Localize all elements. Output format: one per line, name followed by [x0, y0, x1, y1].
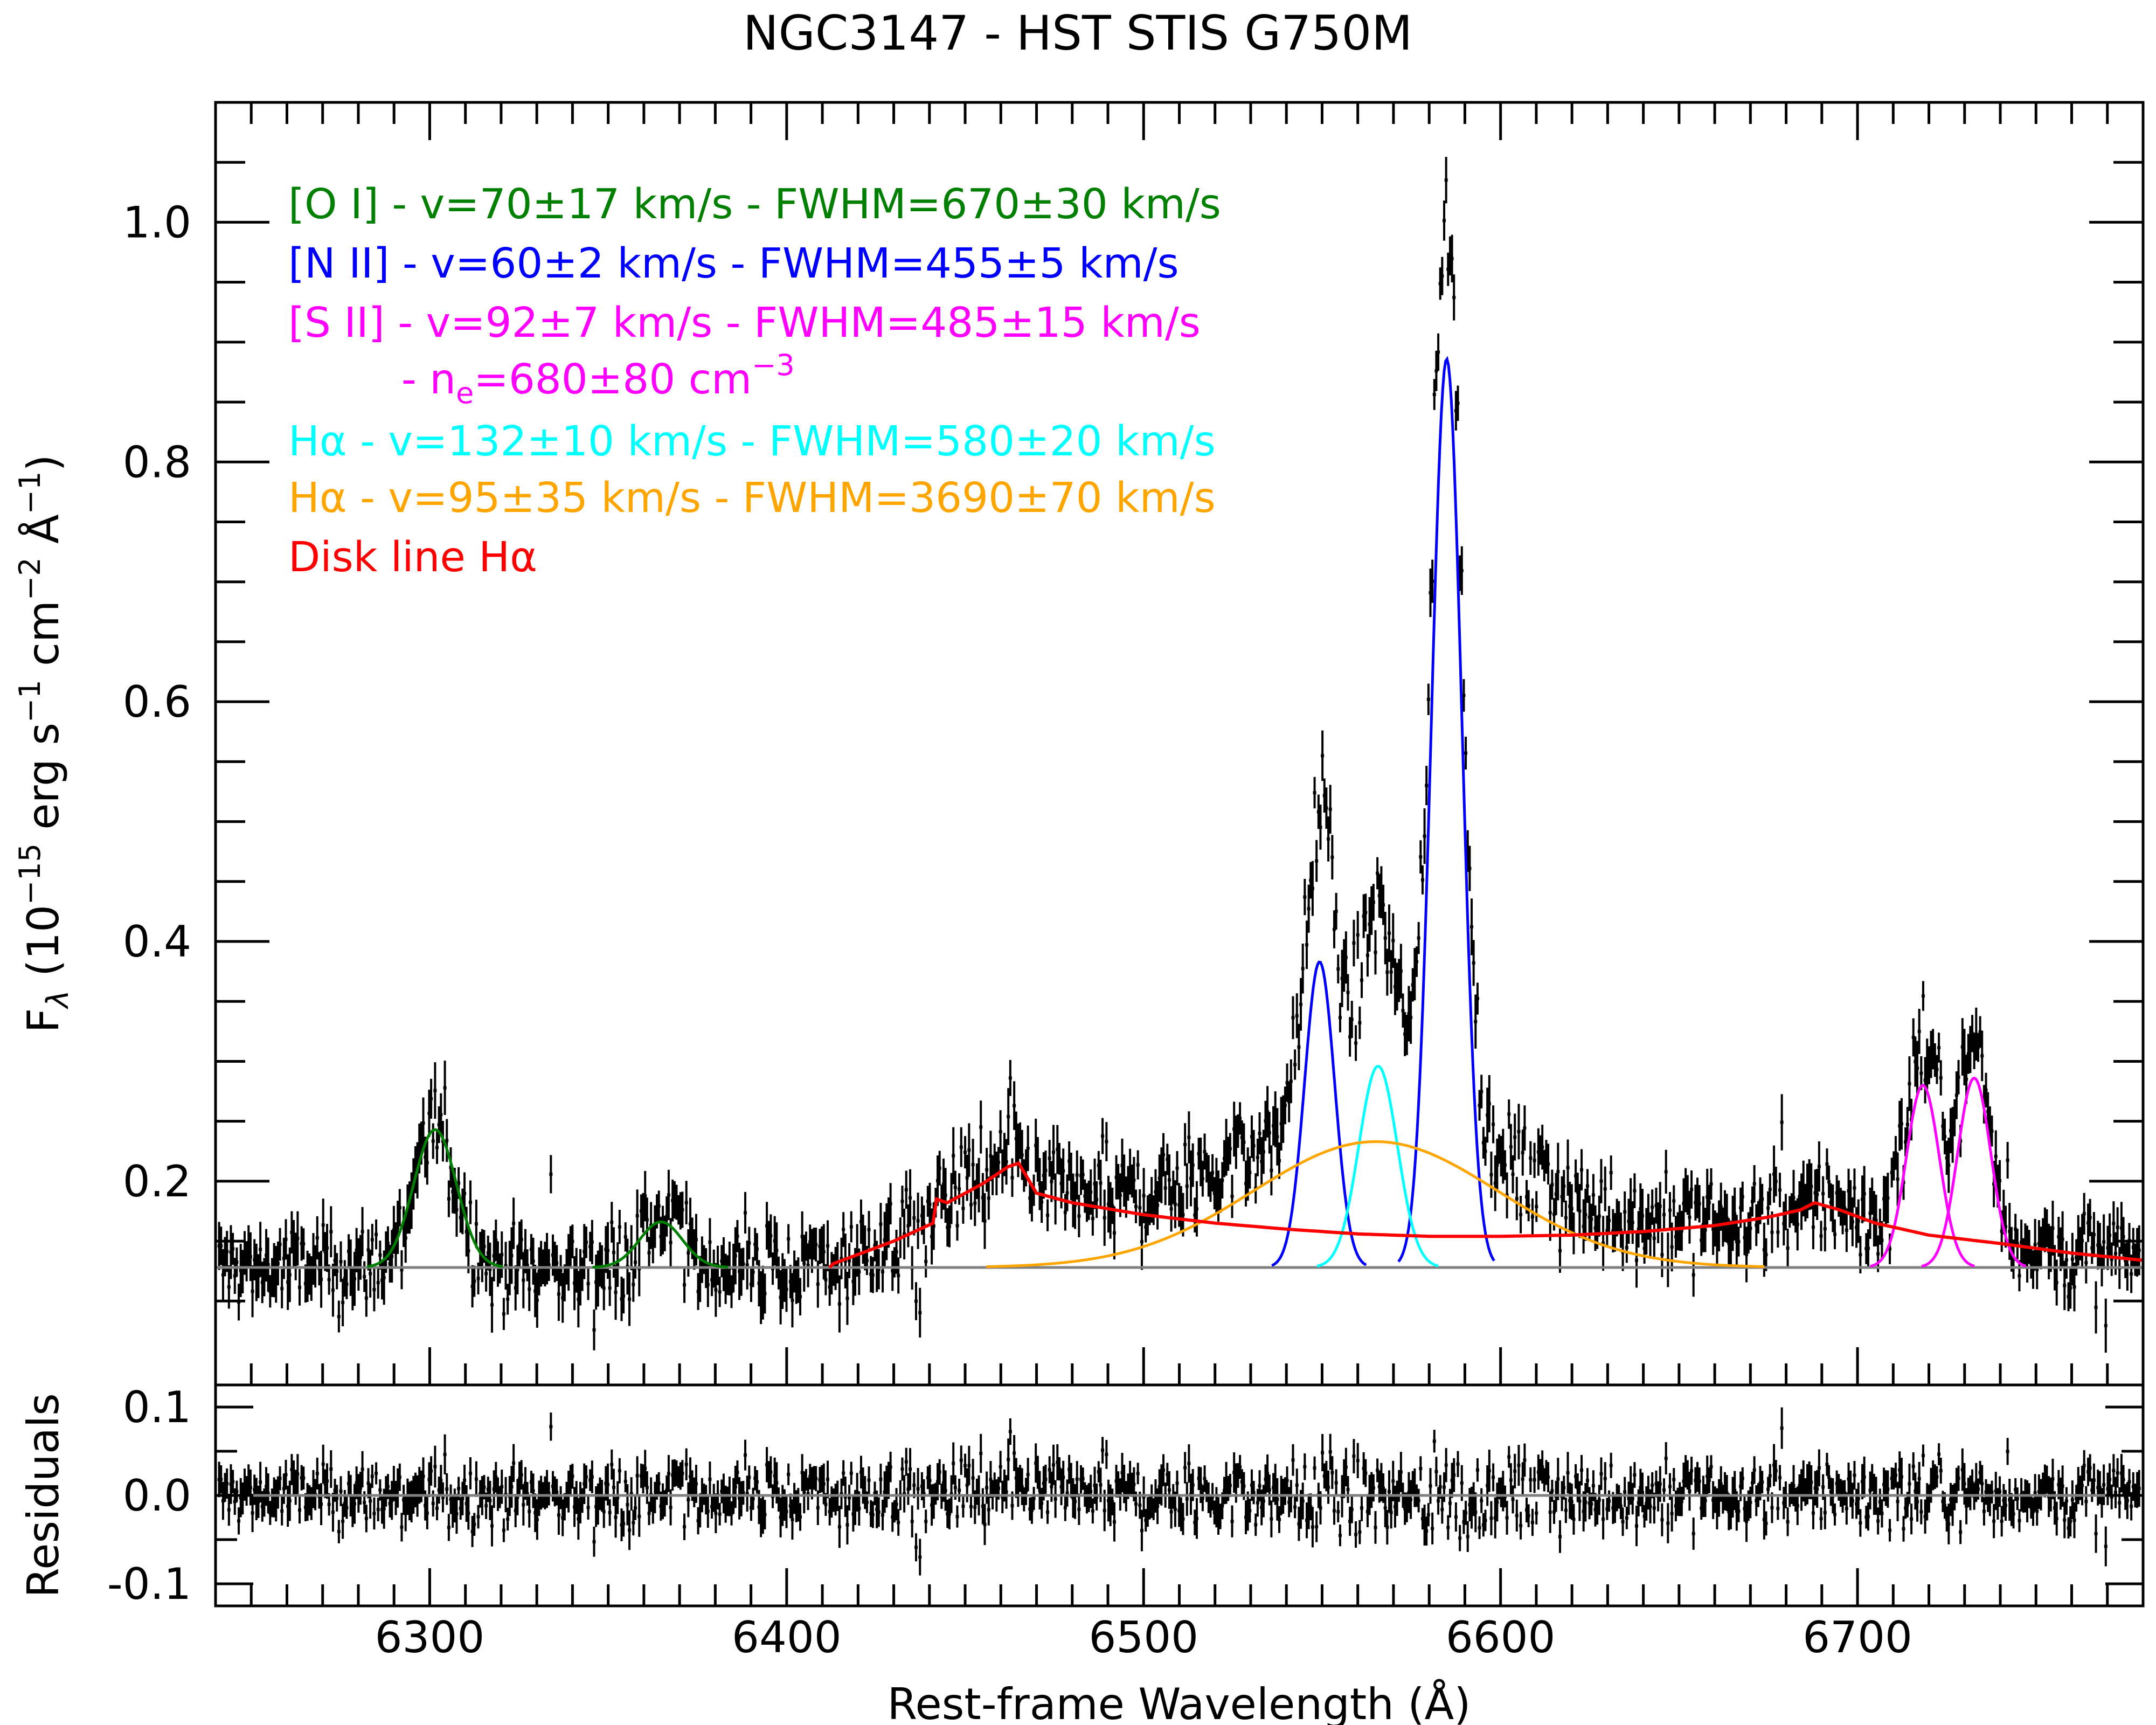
y-tick-label: 0.2 [123, 1156, 191, 1207]
legend-entry: [O I] - v=70±17 km/s - FWHM=670±30 km/s [288, 181, 1221, 228]
main-panel: 0.2 0.4 0.6 0.8 1.0 [O I] - v=70±17 km/s - F… [123, 101, 2145, 1387]
x-tick-label: 6400 [732, 1612, 842, 1662]
residual-axis-ticks: 6300 6400 6500 6600 6700 -0.1 0.0 0.1 [107, 1382, 2143, 1662]
model-component-line [1271, 960, 1367, 1267]
legend-entry: [N II] - v=60±2 km/s - FWHM=455±5 km/s [288, 240, 1179, 288]
model-component-line [592, 1220, 729, 1269]
legend-entry: Disk line Hα [288, 534, 537, 581]
legend-entry: [S II] - v=92±7 km/s - FWHM=485±15 km/s [288, 299, 1201, 347]
x-tick-label: 6700 [1803, 1612, 1912, 1662]
model-component-line [1316, 1064, 1439, 1268]
legend: [O I] - v=70±17 km/s - FWHM=670±30 km/s [… [288, 181, 1221, 581]
y-tick-label: 1.0 [123, 197, 191, 247]
x-tick-label: 6600 [1446, 1612, 1556, 1662]
chart-title: NGC3147 - HST STIS G750M [743, 5, 1412, 61]
residual-panel: 6300 6400 6500 6600 6700 -0.1 0.0 0.1 [107, 1382, 2145, 1662]
y-tick-label: 0.8 [123, 437, 191, 487]
x-axis-title: Rest-frame Wavelength (Å) [888, 1679, 1471, 1725]
residual-y-tick-label: 0.1 [123, 1382, 191, 1432]
x-tick-label: 6500 [1089, 1612, 1198, 1662]
model-component-line [986, 1140, 1765, 1268]
y-tick-label: 0.6 [123, 677, 191, 727]
legend-sii-density: - ne=680±80 cm−3 [401, 348, 795, 410]
legend-entry: Hα - v=95±35 km/s - FWHM=3690±70 km/s [288, 474, 1216, 522]
y-axis-title: Fλ (10−15 erg s−1 cm−2 Å−1) [13, 454, 75, 1033]
disk-line-model [828, 1161, 2144, 1269]
legend-entry: Hα - v=132±10 km/s - FWHM=580±20 km/s [288, 418, 1216, 466]
residual-y-tick-label: 0.0 [123, 1471, 191, 1521]
main-axis-ticks: 0.2 0.4 0.6 0.8 1.0 [123, 102, 2143, 1385]
residual-axis-title: Residuals [18, 1393, 68, 1598]
y-tick-label: 0.4 [123, 917, 191, 967]
model-component-line [1397, 356, 1495, 1263]
model-component-line [1870, 1084, 1975, 1268]
residual-y-tick-label: -0.1 [107, 1559, 191, 1609]
model-component-line [366, 1128, 503, 1268]
x-tick-label: 6300 [375, 1612, 485, 1662]
residual-data [217, 1407, 2141, 1576]
model-components [366, 356, 2144, 1269]
spectrum-data [217, 157, 2141, 1353]
